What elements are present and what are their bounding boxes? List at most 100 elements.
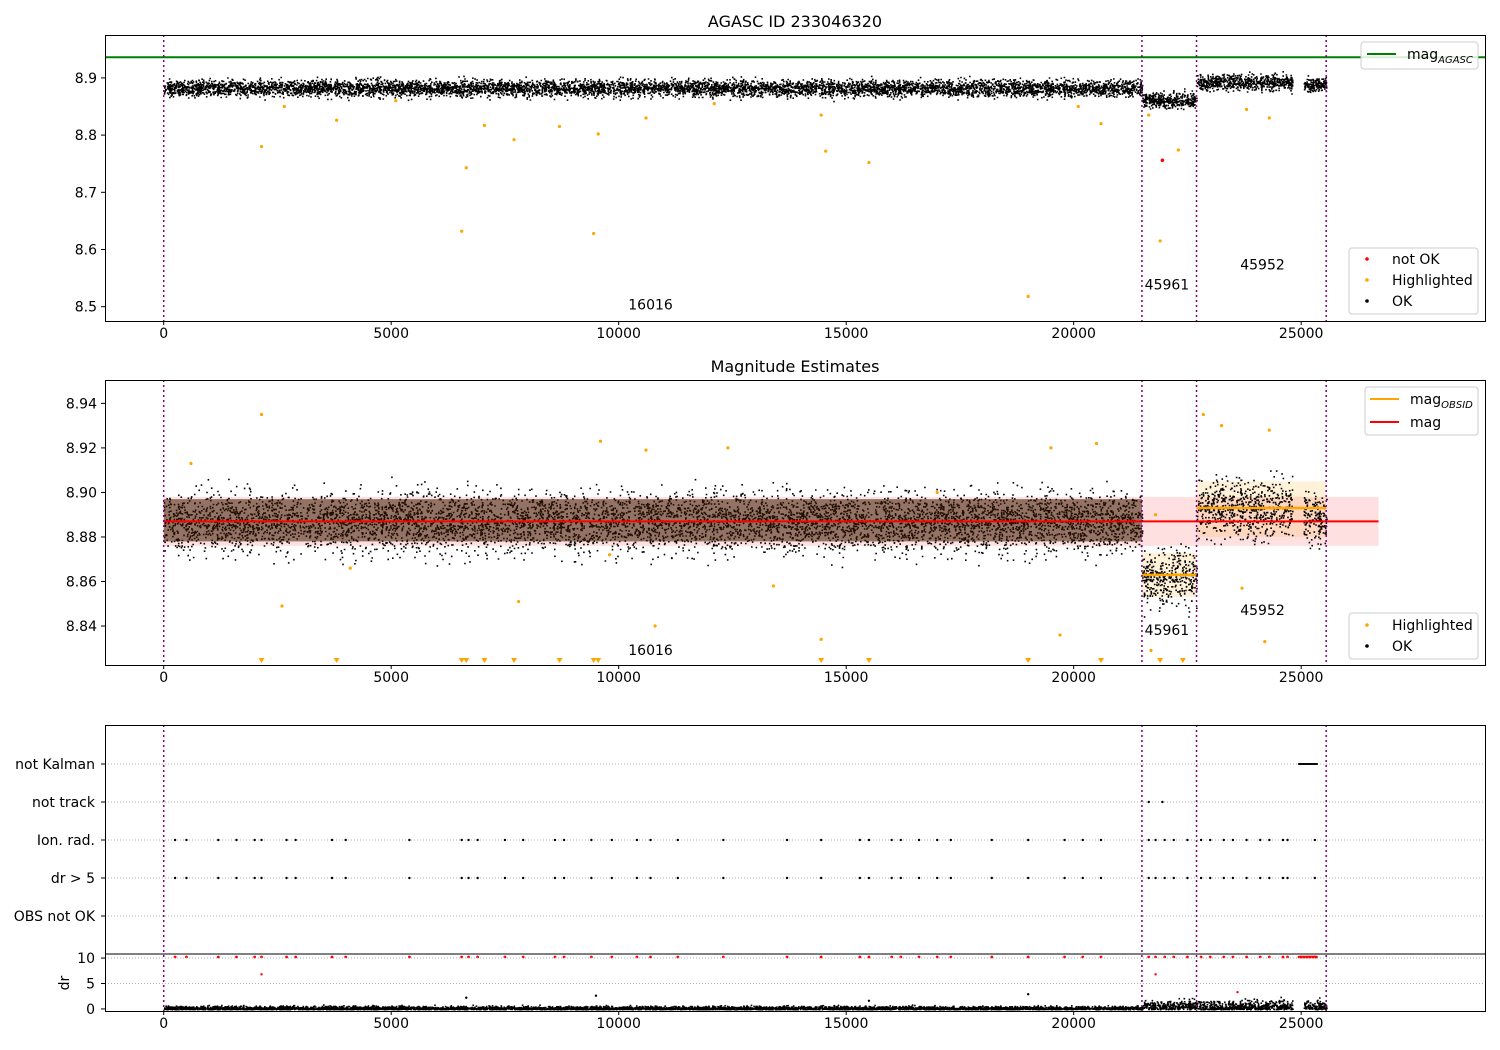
dr-gt-5-point [635, 876, 639, 880]
dr-gt-5-point [1286, 876, 1289, 880]
ion-rad-point [1026, 838, 1030, 842]
legend-marker [1365, 257, 1369, 261]
dr-gt-5-point [521, 876, 525, 880]
dr-high-point [1026, 955, 1030, 959]
highlighted-point [607, 553, 612, 557]
dr-gt-5-point [867, 876, 871, 880]
highlighted-point [1219, 424, 1224, 428]
ion-rad-point [610, 838, 614, 842]
x-tick-label: 20000 [1051, 670, 1096, 686]
highlighted-point [1263, 640, 1267, 644]
not-track-point [1147, 800, 1150, 804]
dr-gt-5-point [217, 876, 220, 880]
legend-label: mag [1410, 415, 1441, 431]
ion-rad-point [635, 838, 639, 842]
ok-points [163, 71, 1328, 111]
highlighted-point [596, 132, 600, 136]
dr-gt-5-point [285, 876, 288, 880]
ion-rad-point [1313, 838, 1317, 842]
obsid-label: 45961 [1145, 623, 1190, 639]
ion-rad-point [785, 838, 789, 842]
y-tick-label: 5 [86, 977, 95, 993]
dr-point [465, 996, 468, 999]
ion-rad-point [553, 838, 557, 842]
not-kalman-point [1316, 763, 1319, 765]
dr-gt-5-point [649, 876, 652, 880]
dr-point [594, 994, 598, 997]
ion-rad-point [949, 838, 953, 842]
ion-rad-point [253, 838, 256, 842]
ion-rad-point [1163, 838, 1166, 842]
obsid-label: 45952 [1240, 603, 1285, 619]
dr-high-point [990, 955, 994, 959]
y-tick-label: 8.92 [66, 441, 97, 457]
out-of-range-marker [333, 658, 340, 663]
dr-point [1026, 992, 1030, 996]
dr-gt-5-point [819, 876, 823, 880]
flag-label: Ion. rad. [37, 833, 95, 849]
dr-gt-5-point [1222, 876, 1226, 880]
y-tick-label: 8.88 [66, 530, 97, 546]
ion-rad-point [503, 838, 507, 842]
dr-high-point [589, 955, 593, 959]
legend-marker [1365, 299, 1369, 303]
legend-frame [1360, 41, 1479, 70]
dr-high-point [1163, 955, 1167, 959]
dr-high-point [216, 955, 220, 959]
legend-bottom: not OK Highlighted OK [1348, 247, 1479, 315]
dr-gt-5-point [610, 876, 614, 880]
y-tick-label: 8.6 [75, 243, 97, 259]
legend-bottom: Highlighted OK [1348, 612, 1479, 660]
dr-high-point [1267, 955, 1271, 959]
axes-frame [105, 35, 1486, 322]
ion-rad-point [1081, 838, 1084, 842]
ion-rad-point [1199, 838, 1203, 842]
dr-gt-5-point [260, 876, 263, 880]
highlighted-point [282, 104, 286, 109]
dr-gt-5-point [1026, 876, 1030, 880]
dr-gt-5-point [253, 876, 256, 880]
ion-rad-point [294, 838, 297, 842]
dr-gt-5-point [785, 876, 789, 880]
out-of-range-marker [1179, 658, 1186, 663]
y-tick-label: 8.84 [66, 619, 97, 635]
ion-rad-point [521, 838, 525, 842]
dr-gt-5-point [1259, 876, 1262, 880]
flag-label: OBS not OK [14, 909, 96, 925]
highlighted-point [935, 490, 939, 495]
highlighted-point [726, 446, 730, 450]
obsid-label: 45952 [1240, 258, 1285, 274]
dr-high-point [867, 955, 871, 959]
dr-gt-5-point [460, 876, 463, 880]
ion-rad-point [858, 838, 862, 842]
highlighted-point [348, 566, 352, 570]
highlighted-point [280, 604, 284, 608]
dr-high-point [467, 955, 470, 959]
x-tick-label: 25000 [1279, 670, 1324, 686]
ion-rad-point [185, 838, 188, 842]
obsid-label: 16016 [628, 298, 673, 314]
flag-label: not track [32, 795, 96, 811]
dr-gt-5-point [1281, 876, 1285, 880]
out-of-range-marker [463, 658, 470, 663]
legend-label: Highlighted [1392, 618, 1473, 634]
dr-gt-5-point [1245, 876, 1248, 880]
dense-band [163, 499, 1142, 542]
dr-gt-5-point [1081, 876, 1084, 880]
dr-gt-5-point [185, 876, 188, 880]
dr-point [260, 973, 263, 976]
highlighted-point [334, 118, 339, 122]
x-tick-label: 0 [159, 1016, 168, 1032]
highlighted-point [653, 624, 657, 628]
dr-high-point [476, 955, 480, 959]
x-tick-label: 20000 [1051, 1016, 1096, 1032]
out-of-range-marker [595, 658, 602, 663]
highlighted-point [259, 144, 264, 149]
dr-axis-label: dr [57, 975, 73, 990]
highlighted-point [1099, 122, 1103, 126]
highlighted-point [1244, 107, 1249, 111]
dr-gt-5-point [503, 876, 507, 880]
dr-gt-5-point [935, 876, 939, 880]
dr-point [867, 999, 871, 1003]
